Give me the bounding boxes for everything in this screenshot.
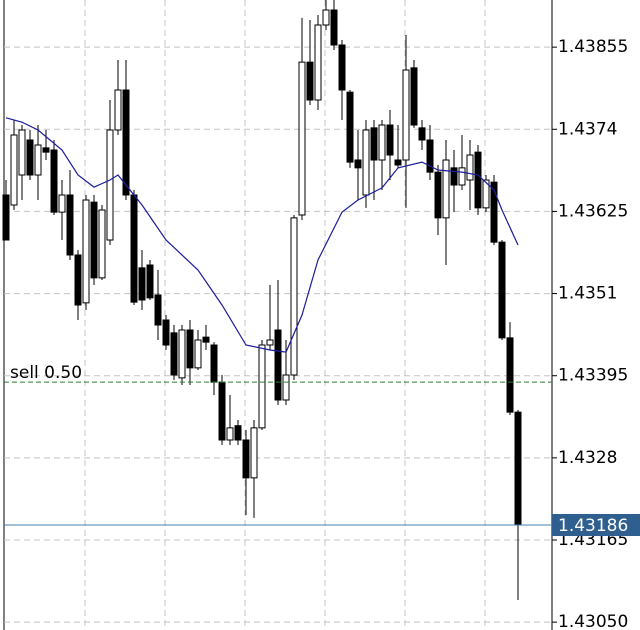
candle-body [122,89,130,196]
candle-body [474,151,482,209]
candle-body [98,209,106,279]
candle-body [50,149,58,213]
candle-body [234,425,242,441]
candle-body [450,167,458,186]
candle-body [466,154,474,181]
candle-body [218,381,226,441]
candle-body [306,61,314,101]
candle-body [410,67,418,126]
candle-body [458,167,466,186]
candle-body [386,124,394,156]
candle-body [426,139,434,173]
candle-body [2,194,10,241]
y-tick-label: 1.43395 [558,366,628,386]
candle-body [66,194,74,256]
candle-body [266,339,274,346]
candle-body [354,159,362,169]
candle-body [322,9,330,26]
candle-body [290,217,298,376]
candle-body [362,129,370,196]
candle-body [378,124,386,161]
candle-body [506,337,514,413]
current-price-badge [552,514,640,536]
candle-body [346,91,354,163]
candle-body [298,61,306,216]
y-tick-label: 1.43625 [558,201,628,221]
candle-body [402,69,410,161]
candle-body [250,427,258,479]
candle-body [34,144,42,176]
candle-body [370,127,378,161]
moving-average [5,117,519,353]
order-label: sell 0.50 [10,363,82,383]
y-tick-label: 1.43855 [558,37,628,57]
candle-body [226,427,234,441]
candle-body [138,267,146,301]
candle-body [146,264,154,299]
candle-body [194,339,202,369]
candle-body [330,9,338,46]
candle-body [202,336,210,343]
candle-body [442,159,450,219]
candle-body [18,129,26,176]
candle-body [58,194,66,213]
candle-body [434,171,442,219]
candle-body [178,329,186,379]
candle-body [394,159,402,166]
current-price-label: 1.43186 [558,516,628,536]
candle-body [498,241,506,339]
y-tick-label: 1.4374 [558,119,617,139]
candle-body [106,129,114,241]
candle-body [162,319,170,346]
candle-body [130,194,138,303]
candle-body [42,147,50,153]
candle-body [114,89,122,131]
candle-body [90,201,98,279]
candle-body [314,24,322,101]
candle-body [338,44,346,91]
candle-body [482,179,490,209]
candle-body [170,332,178,376]
candle-body [26,139,34,176]
candle-body [10,134,18,206]
candle-body [210,344,218,383]
candle-body [418,127,426,141]
candle-body [258,344,266,429]
candle-body [514,411,522,526]
candle-body [74,254,82,306]
candle-body [82,199,90,304]
candle-body [186,329,194,369]
candle-body [274,329,282,401]
candle-body [154,294,162,326]
y-tick-label: 1.4328 [558,448,617,468]
candle-body [490,181,498,243]
candle-body [282,374,290,401]
y-tick-label: 1.43050 [558,612,628,630]
y-tick-label: 1.4351 [558,284,617,304]
candle-body [242,439,250,479]
